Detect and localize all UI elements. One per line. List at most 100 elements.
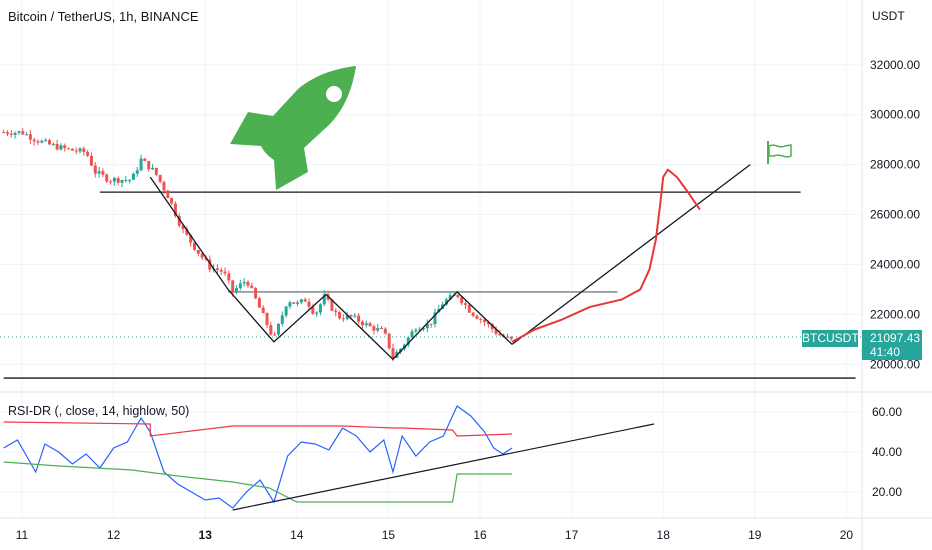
candle-body	[17, 131, 21, 133]
candle-body	[21, 131, 25, 135]
candle-body	[261, 307, 265, 314]
candle-body	[265, 313, 269, 326]
candle-body	[334, 310, 338, 313]
candle-body	[139, 158, 143, 171]
candle-body	[330, 299, 334, 311]
candle-body	[112, 178, 116, 182]
candle-body	[101, 171, 105, 175]
flag-icon	[767, 141, 792, 164]
axis-labels: 20000.00 22000.00 24000.00 26000.00 28000.00…	[16, 58, 921, 542]
price-tick-label: 26000.00	[870, 208, 920, 222]
candle-body	[486, 322, 490, 325]
rsi-tick-label: 60.00	[872, 405, 902, 419]
candle-body	[131, 173, 135, 180]
projection-path	[511, 168, 701, 343]
rsi-tick-label: 40.00	[872, 445, 902, 459]
candle-body	[227, 273, 231, 281]
pattern-lines	[149, 164, 751, 361]
candle-body	[2, 132, 6, 134]
candle-body	[322, 294, 326, 305]
candle-body	[406, 337, 410, 345]
candle-body	[59, 145, 63, 150]
candle-body	[410, 331, 414, 338]
candle-body	[215, 268, 219, 271]
candle-body	[47, 140, 51, 145]
candle-body	[86, 151, 90, 156]
last-price: 21097.43	[870, 331, 921, 345]
rsi-line	[3, 405, 513, 509]
candle-body	[299, 299, 303, 303]
candle-body	[89, 155, 93, 166]
candle-body	[380, 328, 384, 330]
candle-body	[509, 336, 513, 339]
candle-body	[292, 302, 296, 304]
candle-body	[383, 328, 387, 334]
candle-body	[166, 190, 170, 199]
candle-body	[78, 148, 82, 152]
candle-body	[120, 179, 124, 183]
rocket-icon	[230, 66, 356, 190]
time-tick-label: 19	[748, 528, 762, 542]
projection-curve	[511, 168, 701, 343]
y-axis-unit: USDT	[872, 9, 905, 23]
indicator-title: RSI-DR (, close, 14, highlow, 50)	[8, 404, 190, 418]
candle-body	[360, 321, 364, 326]
rsi-panel	[3, 405, 655, 511]
candle-body	[40, 140, 44, 143]
candle-body	[181, 225, 185, 230]
candle-body	[349, 315, 353, 317]
candle-body	[288, 302, 292, 307]
candle-body	[315, 312, 319, 314]
candle-body	[44, 140, 48, 142]
candle-body	[444, 299, 448, 305]
rsi-lower-band	[3, 461, 513, 503]
symbol-badge: BTCUSDT	[802, 330, 859, 347]
candle-body	[143, 158, 147, 161]
candle-body	[353, 315, 357, 317]
time-tick-label: 15	[382, 528, 396, 542]
candle-body	[296, 302, 300, 304]
candle-body	[448, 295, 452, 300]
candle-body	[151, 167, 155, 170]
candle-body	[505, 336, 509, 338]
candle-body	[414, 330, 418, 332]
candle-body	[135, 170, 139, 174]
candle-body	[93, 165, 97, 174]
horizontal-lines	[3, 191, 856, 379]
candle-body	[280, 315, 284, 324]
candle-body	[269, 325, 273, 335]
candle-body	[357, 315, 361, 322]
time-tick-label: 18	[657, 528, 671, 542]
candle-body	[456, 294, 460, 298]
candle-body	[418, 329, 422, 331]
candle-body	[345, 315, 349, 320]
candle-body	[257, 298, 261, 308]
candle-body	[5, 132, 9, 134]
time-tick-label: 11	[16, 528, 29, 542]
candle-body	[55, 143, 59, 150]
candle-body	[116, 178, 120, 183]
candle-body	[162, 181, 166, 191]
candle-body	[391, 348, 395, 358]
candle-body	[9, 133, 13, 135]
candle-body	[223, 271, 227, 274]
candle-body	[219, 270, 223, 272]
candle-body	[231, 280, 235, 293]
candle-body	[433, 312, 437, 325]
candle-body	[193, 242, 197, 250]
candle-body	[97, 171, 101, 174]
candle-body	[25, 134, 29, 136]
candle-body	[303, 299, 307, 302]
candle-body	[250, 285, 254, 288]
candle-body	[74, 150, 78, 152]
candle-body	[273, 334, 277, 336]
candle-body	[63, 145, 67, 149]
candle-body	[238, 283, 242, 289]
candle-body	[82, 148, 86, 152]
candle-body	[490, 324, 494, 330]
candle-body	[307, 301, 311, 307]
candle-body	[368, 323, 372, 327]
candle-body	[311, 306, 315, 314]
